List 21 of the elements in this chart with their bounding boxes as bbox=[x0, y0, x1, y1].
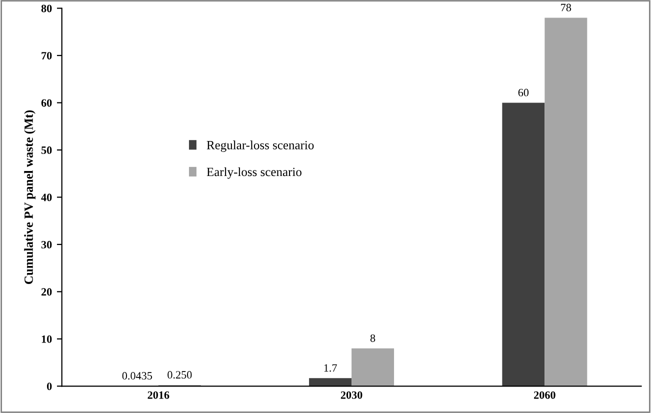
y-tick-label: 60 bbox=[41, 99, 52, 107]
data-label: 0.0435 bbox=[122, 372, 152, 380]
data-label: 8 bbox=[370, 334, 376, 342]
y-tick-label: 70 bbox=[42, 52, 52, 60]
y-tick-label: 10 bbox=[42, 335, 52, 343]
y-tick-label: 30 bbox=[41, 240, 52, 248]
y-axis-title: Cumulative PV panel waste (Mt) bbox=[24, 110, 36, 284]
x-tick-label: 2030 bbox=[340, 391, 362, 399]
data-label: 1.7 bbox=[324, 364, 337, 372]
data-label: 60 bbox=[518, 88, 529, 96]
x-tick-label: 2060 bbox=[534, 391, 556, 399]
y-tick-label: 0 bbox=[46, 382, 52, 390]
legend-label: Early-loss scenario bbox=[206, 167, 302, 179]
data-label: 0.250 bbox=[168, 371, 192, 379]
y-tick-label: 20 bbox=[41, 288, 52, 296]
legend-label: Regular-loss scenario bbox=[206, 140, 314, 152]
y-tick-label: 80 bbox=[41, 4, 52, 12]
data-label: 78 bbox=[561, 4, 572, 12]
y-tick-label: 50 bbox=[41, 146, 52, 154]
y-tick-label: 40 bbox=[41, 194, 52, 202]
x-tick-label: 2016 bbox=[148, 391, 170, 399]
